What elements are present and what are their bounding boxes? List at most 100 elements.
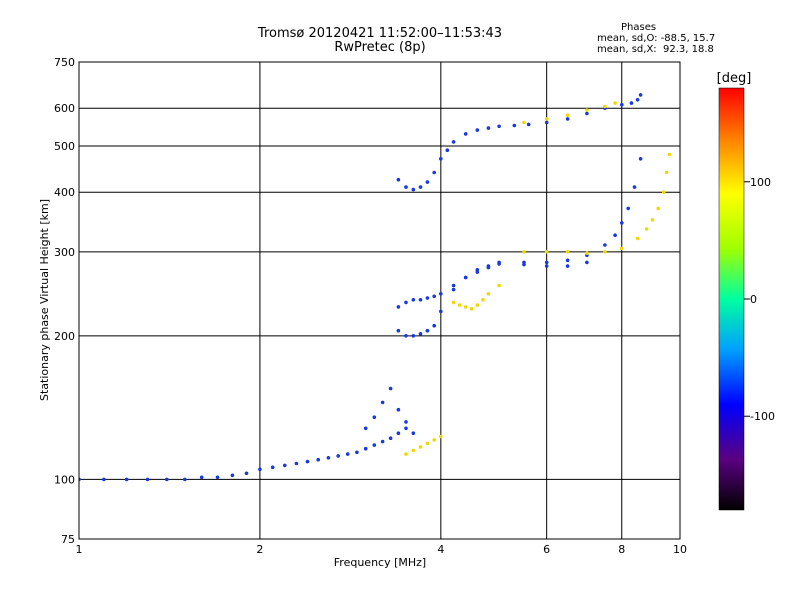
scatter-point <box>603 250 607 254</box>
scatter-point <box>355 450 359 455</box>
scatter-point <box>632 185 637 189</box>
y-tick-label: 100 <box>54 473 75 486</box>
scatter-point <box>404 420 408 424</box>
scatter-point <box>497 124 501 129</box>
scatter-point <box>102 477 106 482</box>
scatter-point <box>667 152 672 157</box>
scatter-point <box>326 456 331 460</box>
scatter-point <box>656 206 660 211</box>
y-tick-label: 200 <box>54 330 75 343</box>
scatter-point <box>230 473 235 478</box>
y-tick-label: 500 <box>54 140 75 153</box>
scatter-point <box>425 441 430 446</box>
y-tick-label: 750 <box>54 56 75 69</box>
scatter-point <box>439 309 443 314</box>
scatter-point <box>629 101 634 105</box>
scatter-point <box>635 236 640 241</box>
scatter-point <box>451 300 456 305</box>
scatter-point <box>316 457 321 462</box>
scatter-point <box>372 415 377 420</box>
scatter-point <box>457 303 462 307</box>
chart-subtitle: RwPretec (8p) <box>334 40 426 55</box>
scatter-point <box>522 250 526 254</box>
scatter-point <box>463 305 468 309</box>
scatter-point <box>439 157 443 161</box>
scatter-point <box>439 292 443 296</box>
scatter-point <box>638 157 643 161</box>
scatter-point <box>463 275 468 280</box>
colorbar-tick-label: 100 <box>750 176 771 189</box>
scatter-point <box>497 262 501 266</box>
scatter-point <box>481 298 485 302</box>
scatter-point <box>522 120 526 125</box>
scatter-point <box>512 123 517 128</box>
colorbar <box>718 87 745 511</box>
scatter-point <box>404 452 408 456</box>
scatter-point <box>544 250 549 254</box>
scatter-point <box>432 294 437 299</box>
scatter-point <box>475 303 480 307</box>
scatter-point <box>565 113 570 117</box>
scatter-point <box>199 475 204 480</box>
scatter-point <box>486 265 491 270</box>
scatter-point <box>363 426 368 431</box>
scatter-point <box>603 104 607 109</box>
scatter-point <box>396 407 401 412</box>
phases-o-stats: mean, sd,O: -88.5, 15.7 <box>597 33 716 44</box>
scatter-point <box>305 459 310 464</box>
y-axis-label: Stationary phase Virtual Height [km] <box>38 199 51 401</box>
scatter-point <box>638 93 643 97</box>
scatter-point <box>183 477 187 482</box>
scatter-point <box>404 300 408 305</box>
scatter-point <box>345 452 350 456</box>
scatter-point <box>418 445 423 449</box>
scatter-point <box>425 296 430 300</box>
colorbar-tick-label: -100 <box>750 410 775 423</box>
scatter-point <box>620 221 624 225</box>
scatter-point <box>565 258 570 263</box>
scatter-point <box>411 298 416 302</box>
scatter-point <box>451 287 456 292</box>
colorbar-tick-label: 0 <box>750 293 757 306</box>
x-tick-label: 8 <box>618 543 625 556</box>
x-axis-label: Frequency [MHz] <box>334 556 426 569</box>
plot-frame <box>78 61 681 540</box>
phases-x-stats: mean, sd,X: 92.3, 18.8 <box>597 44 714 55</box>
scatter-point <box>404 185 408 189</box>
scatter-point <box>165 477 169 482</box>
scatter-point <box>396 305 401 309</box>
scatter-point <box>662 190 666 194</box>
scatter-point <box>565 264 570 268</box>
scatter-point <box>336 454 341 458</box>
scatter-point <box>411 187 416 192</box>
scatter-point <box>388 436 393 441</box>
scatter-point <box>404 426 408 431</box>
scatter-point <box>283 463 287 468</box>
scatter-point <box>432 323 437 328</box>
x-tick-label: 4 <box>437 543 444 556</box>
y-tick-label: 400 <box>54 186 75 199</box>
scatter-point <box>620 103 624 107</box>
scatter-point <box>565 117 570 121</box>
chart-title: Tromsø 20120421 11:52:00–11:53:43 <box>257 26 503 41</box>
colorbar-label: [deg] <box>717 71 752 86</box>
scatter-point <box>626 206 630 211</box>
scatter-point <box>425 180 430 184</box>
scatter-point <box>145 477 150 482</box>
scatter-point <box>244 471 249 476</box>
scatter-point <box>124 477 129 482</box>
scatter-point <box>544 117 549 121</box>
scatter-point <box>439 434 443 439</box>
scatter-point <box>486 126 491 130</box>
scatter-point <box>418 185 423 189</box>
scatter-point <box>497 283 501 288</box>
scatter-point <box>451 140 456 144</box>
scatter-point <box>294 461 299 466</box>
scatter-point <box>380 439 385 444</box>
scatter-point <box>432 438 437 442</box>
scatter-point <box>425 328 430 333</box>
scatter-point <box>469 306 474 311</box>
scatter-point <box>544 120 549 125</box>
y-tick-label: 300 <box>54 246 75 259</box>
